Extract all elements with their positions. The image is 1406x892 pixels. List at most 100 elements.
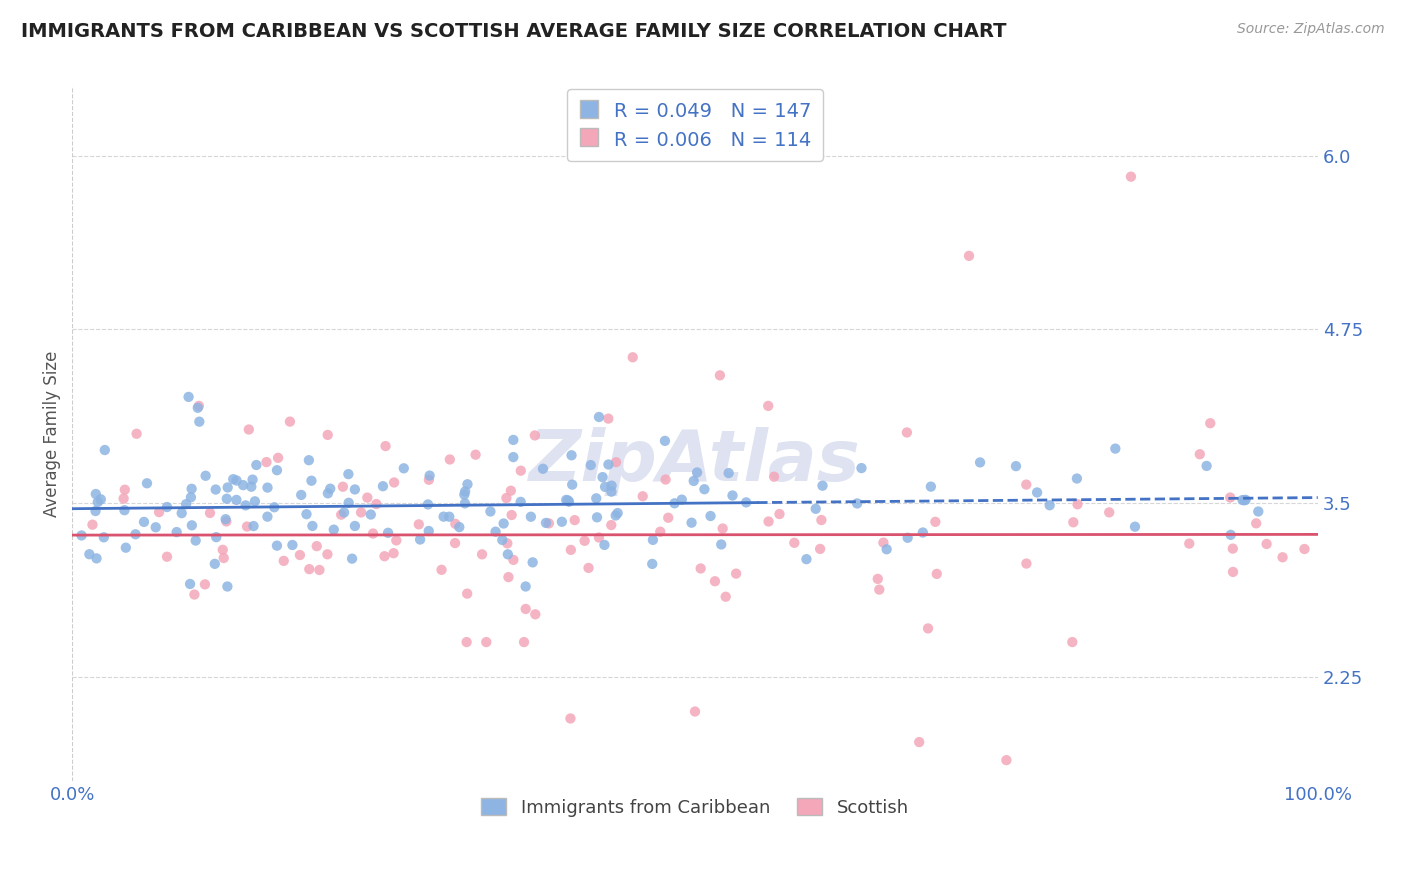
Point [1256,537,1278,551]
Point [114,483,136,497]
Point [560,448,582,462]
Point [1233,493,1256,508]
Point [496,536,519,550]
Point [810,513,832,527]
Point [333,506,356,520]
Point [783,536,806,550]
Point [79,547,101,561]
Point [654,473,676,487]
Point [876,542,898,557]
Point [710,537,733,551]
Point [377,525,399,540]
Point [212,551,235,566]
Point [509,464,531,478]
Point [453,488,475,502]
Point [995,753,1018,767]
Point [650,524,672,539]
Point [868,582,890,597]
Point [600,478,623,492]
Point [179,577,201,591]
Point [136,476,159,491]
Point [509,495,531,509]
Point [555,492,578,507]
Point [340,551,363,566]
Point [392,461,415,475]
Point [373,549,395,564]
Point [654,434,676,448]
Point [1247,504,1270,518]
Point [322,523,344,537]
Point [920,480,942,494]
Point [217,580,239,594]
Point [124,527,146,541]
Point [243,494,266,508]
Point [699,509,721,524]
Point [917,622,939,636]
Point [90,492,112,507]
Point [560,542,582,557]
Point [513,635,536,649]
Point [588,409,610,424]
Point [439,509,461,524]
Point [87,495,110,509]
Point [225,492,247,507]
Point [534,516,557,530]
Point [768,507,790,521]
Point [350,505,373,519]
Point [846,496,869,510]
Point [502,433,524,447]
Point [454,484,477,499]
Point [454,496,477,510]
Point [205,530,228,544]
Point [86,551,108,566]
Point [561,477,583,491]
Point [433,509,456,524]
Point [588,531,610,545]
Point [551,515,574,529]
Point [180,482,202,496]
Point [1222,565,1244,579]
Point [492,516,515,531]
Point [711,521,734,535]
Point [1098,505,1121,519]
Point [664,496,686,510]
Point [605,455,627,469]
Point [215,491,238,506]
Point [1188,447,1211,461]
Point [409,533,432,547]
Point [897,531,920,545]
Point [808,541,831,556]
Point [308,563,330,577]
Point [204,557,226,571]
Point [804,501,827,516]
Point [686,466,709,480]
Text: Source: ZipAtlas.com: Source: ZipAtlas.com [1237,22,1385,37]
Point [242,473,264,487]
Point [444,536,467,550]
Point [418,473,440,487]
Point [896,425,918,440]
Point [430,563,453,577]
Point [484,524,506,539]
Point [273,554,295,568]
Point [281,538,304,552]
Point [671,492,693,507]
Point [337,496,360,510]
Point [456,477,478,491]
Point [1062,635,1084,649]
Point [1119,169,1142,184]
Point [266,539,288,553]
Point [641,557,664,571]
Point [657,510,679,524]
Point [491,533,513,547]
Point [560,711,582,725]
Point [183,588,205,602]
Point [301,474,323,488]
Point [177,390,200,404]
Point [366,497,388,511]
Point [305,539,328,553]
Point [382,546,405,560]
Point [495,491,517,505]
Point [194,577,217,591]
Point [693,482,716,496]
